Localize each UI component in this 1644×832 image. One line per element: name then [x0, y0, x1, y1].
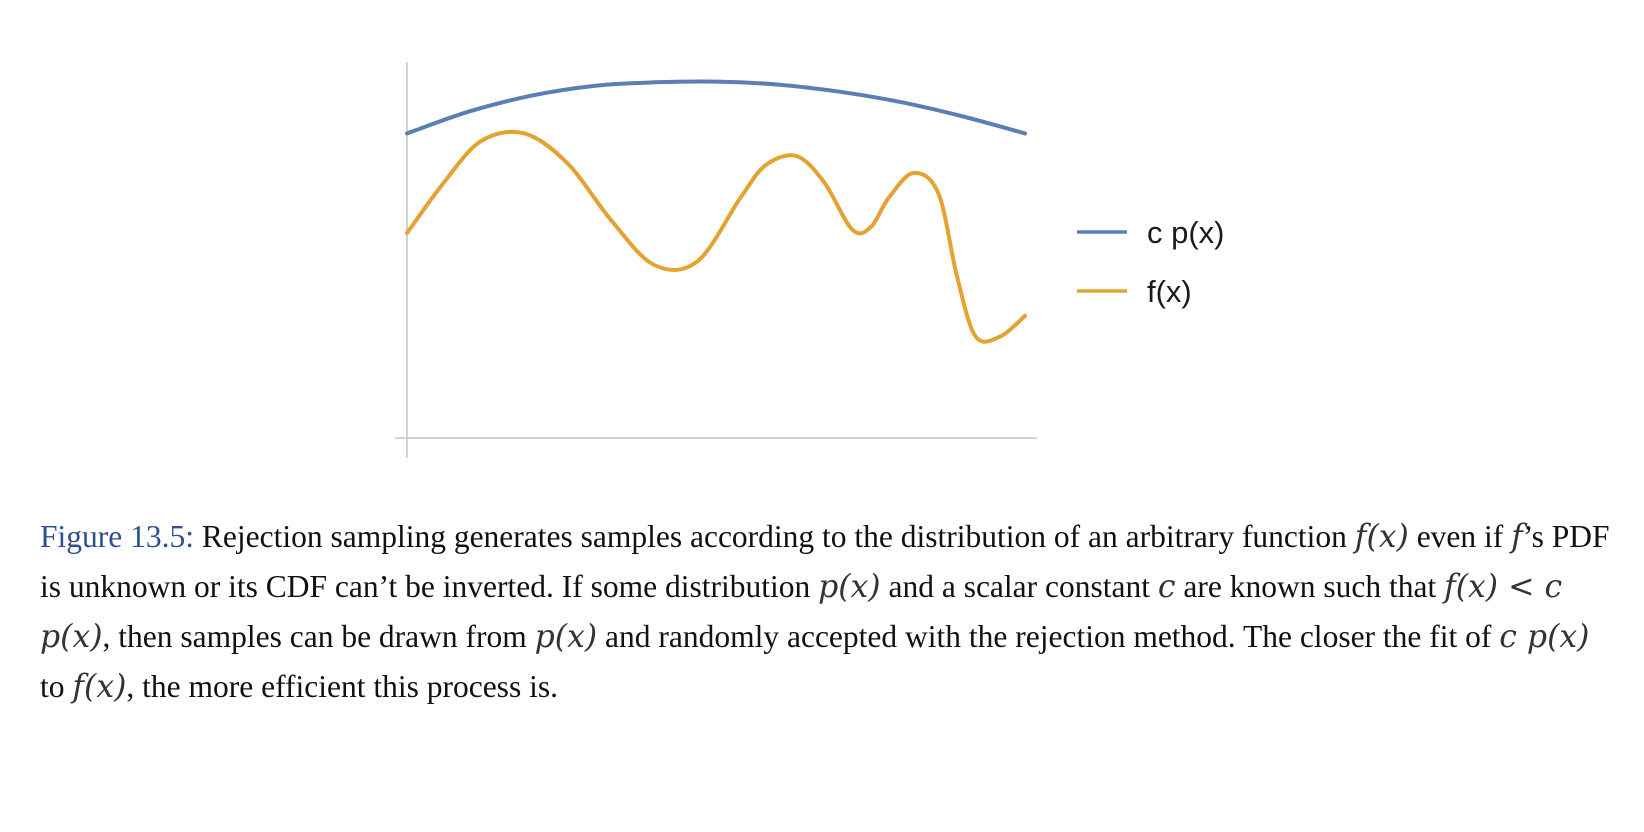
caption-text-run: and randomly accepted with the rejection…: [597, 619, 1500, 654]
series-layer: [405, 79, 1027, 344]
caption-math: p(x): [534, 619, 598, 655]
caption-text-run: Rejection sampling generates samples acc…: [194, 519, 1355, 554]
caption-text-run: , then samples can be drawn from: [102, 619, 535, 654]
caption-text-run: and a scalar constant: [880, 569, 1158, 604]
caption-text-run: are known such that: [1175, 569, 1445, 604]
caption-text-run: even if: [1408, 519, 1512, 554]
caption-text-run: , the more efficient this process is.: [126, 669, 558, 704]
caption-math: f(x): [1354, 519, 1409, 555]
legend-label-f: f(x): [1147, 274, 1192, 309]
caption-math: f: [1511, 519, 1523, 555]
chart: c p(x) f(x): [395, 62, 1225, 458]
caption-text-run: ’s PDF is unknown or its CDF can’t be in…: [40, 519, 1610, 604]
series-line-f: [405, 129, 1027, 344]
caption-math: c p(x): [1499, 619, 1590, 655]
series-line-cp: [405, 79, 1027, 136]
caption-math: c: [1157, 569, 1176, 605]
figure-label: Figure 13.5:: [40, 519, 194, 554]
figure-caption: Figure 13.5: Rejection sampling generate…: [40, 512, 1620, 712]
legend-label-cp: c p(x): [1147, 215, 1225, 250]
legend: c p(x) f(x): [1077, 215, 1225, 309]
caption-math: f(x): [72, 669, 127, 705]
caption-math: p(x): [818, 569, 881, 605]
legend-item: c p(x): [1077, 215, 1225, 250]
caption-text-run: to: [40, 669, 73, 704]
caption-text: Rejection sampling generates samples acc…: [40, 519, 1610, 705]
caption-math: f(x) < c p(x): [40, 569, 1563, 655]
legend-item: f(x): [1077, 274, 1192, 309]
